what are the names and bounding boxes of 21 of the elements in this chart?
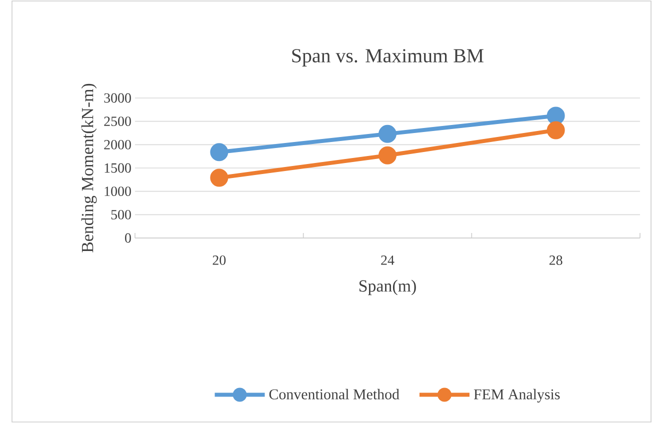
y-tick-label: 2500 <box>104 116 131 126</box>
point <box>210 168 228 187</box>
x-tick-label: 28 <box>549 256 562 265</box>
y-axis-title: Bending Moment(kN-m) <box>81 84 97 252</box>
y-tick-label: 1500 <box>104 163 131 173</box>
point <box>210 143 228 162</box>
point <box>378 146 397 164</box>
legend-label: FEM Analysis <box>474 388 560 402</box>
legend-label: Conventional Method <box>269 388 400 400</box>
y-tick-label: 500 <box>111 210 131 220</box>
point <box>546 106 565 125</box>
y-tick-label: 3000 <box>104 93 131 103</box>
x-tick-label: 20 <box>212 256 226 265</box>
point <box>378 124 397 143</box>
point <box>546 121 565 140</box>
y-tick-label: 1000 <box>104 186 131 196</box>
y-tick-label: 2000 <box>104 140 131 150</box>
y-tick-label: 0 <box>125 233 131 243</box>
x-tick-label: 24 <box>381 256 394 265</box>
chart-title: Span vs. Maximum BM <box>292 49 484 66</box>
x-axis-title: Span(m) <box>359 280 416 296</box>
